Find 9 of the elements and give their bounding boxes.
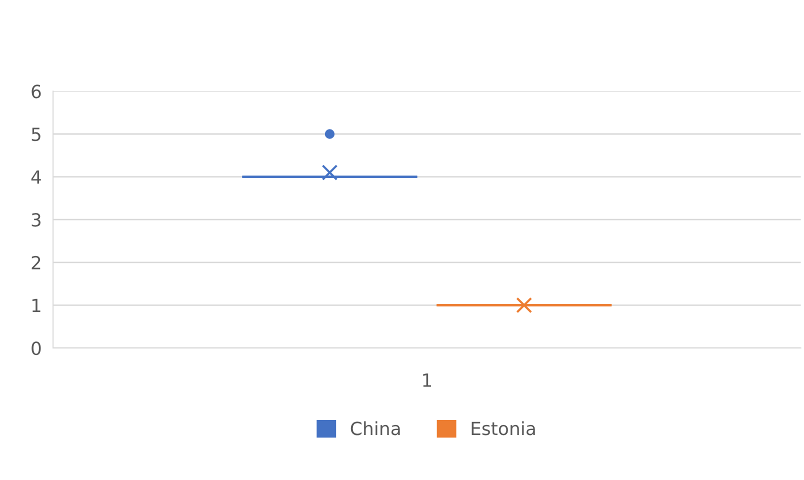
y-tick-label: 0 [32,341,41,356]
y-tick-label: 5 [32,128,40,142]
legend-label: Estonia [472,421,535,436]
y-tick-label: 4 [31,170,41,184]
y-tick-label: 1 [32,298,40,312]
y-tick-label: 3 [32,213,41,227]
y-tick-label: 6 [32,84,41,98]
y-tick-label: 2 [32,256,40,270]
legend-label: China [350,421,400,436]
